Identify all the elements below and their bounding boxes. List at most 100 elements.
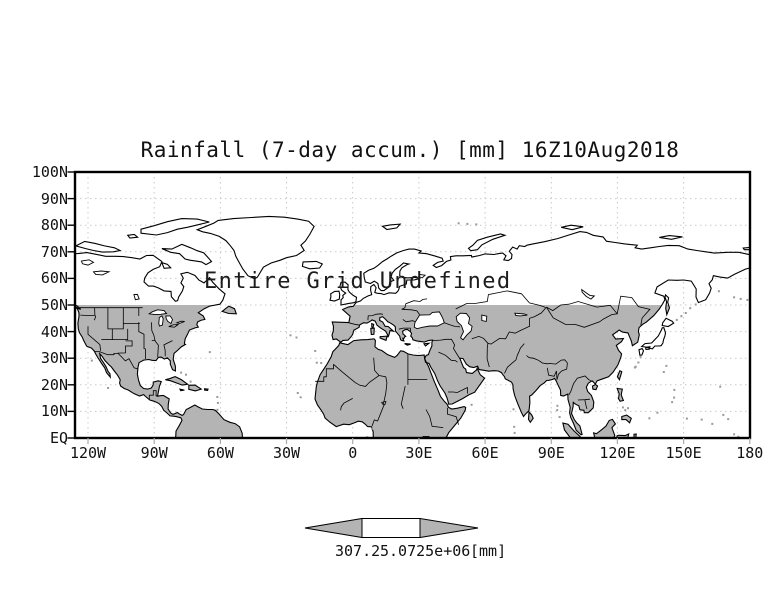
colorbar-right-arrow — [419, 517, 479, 539]
border-iran-afghan-pak — [486, 343, 490, 368]
coastline-iceland — [301, 260, 324, 270]
coastline-jamaica — [179, 388, 185, 392]
x-tick-label: 30E — [405, 444, 433, 462]
x-tick-label: 120W — [69, 444, 107, 462]
border-turkey-iraq-iran — [432, 338, 460, 359]
coastline-corsica — [371, 322, 375, 329]
lake-ladoga — [418, 273, 427, 279]
coastline-cuba — [165, 376, 190, 386]
coastline-layer — [75, 215, 750, 438]
border-us-states-plains — [138, 322, 146, 359]
coastline-puerto-rico — [203, 388, 209, 391]
coastline-north-america — [75, 252, 244, 438]
border-sudan-ethiopia — [425, 409, 444, 428]
coastline-ellesmere-islands — [140, 218, 210, 236]
border-italy-alps — [367, 313, 383, 321]
y-tick-label: 10N — [40, 402, 68, 421]
y-tick-label: EQ — [49, 429, 68, 447]
border-us-states-mountain — [107, 307, 124, 330]
lake-winnipeg — [133, 293, 140, 301]
border-us-states-south — [151, 340, 159, 358]
coastline-sicily — [379, 335, 388, 342]
x-tick-label: 60W — [206, 444, 234, 462]
coastline-svalbard — [381, 223, 402, 231]
border-bangladesh — [546, 367, 558, 380]
coastline-sakhalin — [664, 293, 671, 317]
great-bear-lake — [80, 259, 95, 266]
colorbar — [304, 517, 479, 539]
coastline-cyprus — [423, 342, 431, 347]
x-tick-label: 30W — [272, 444, 301, 462]
lake-erie — [168, 323, 179, 328]
y-tick-label: 80N — [40, 216, 68, 235]
border-us-states-west — [87, 326, 101, 351]
lake-michigan — [158, 315, 164, 327]
grid-undefined-message: Entire Grid Undefined — [204, 269, 512, 294]
lake-balkhash — [514, 312, 528, 317]
border-iran-turkmenistan — [471, 335, 489, 344]
plot-title: Rainfall (7-day accum.) [mm] 16Z10Aug201… — [140, 138, 680, 162]
border-saudi-north — [438, 351, 458, 363]
y-tick-label: 40N — [40, 322, 68, 341]
lake-huron — [165, 315, 174, 325]
coastline-borneo — [592, 418, 617, 438]
coastline-kyushu — [638, 347, 645, 356]
colorbar-unit-label: [mm] — [470, 542, 507, 560]
coastline-hispaniola — [188, 384, 203, 392]
world-map-plot — [67, 170, 752, 444]
coastline-mindanao — [621, 414, 632, 424]
y-tick-label: 50N — [40, 296, 68, 314]
coastline-sri-lanka — [527, 410, 534, 424]
y-axis-labels: 100N 90N 80N 70N 60N 50N 40N 30N 20N 10N EQ — [0, 0, 68, 612]
x-tick-label: 0 — [348, 444, 358, 462]
coastline-greenland — [195, 215, 315, 280]
y-tick-label: 30N — [40, 349, 68, 368]
border-india-china-nepal — [526, 355, 568, 365]
coastline-novaya-zemlya — [467, 233, 507, 252]
border-us-states-texas-nm — [117, 340, 133, 354]
coastline-luzon — [616, 387, 625, 402]
caspian-sea — [455, 312, 473, 341]
great-slave-lake — [92, 270, 111, 276]
y-tick-label: 60N — [40, 269, 68, 288]
border-russia-kazakhstan — [455, 290, 546, 310]
aral-sea — [481, 314, 488, 323]
coastline-new-siberian-islands — [659, 235, 683, 240]
border-caucasus — [444, 322, 460, 328]
x-tick-label: 60E — [471, 444, 499, 462]
coastline-ireland — [329, 290, 341, 302]
border-mexico-guatemala — [148, 390, 159, 400]
border-russia-china-amur — [616, 295, 651, 326]
x-tick-label: 90W — [140, 444, 168, 462]
coastline-hainan — [591, 383, 599, 391]
border-cambodia-vietnam — [584, 399, 588, 410]
coastline-eurasia — [331, 231, 750, 436]
border-west-sahara-mauritania — [315, 364, 334, 382]
lake-baikal — [581, 288, 596, 300]
y-tick-label: 100N — [31, 163, 68, 181]
black-sea — [413, 311, 445, 330]
lake-superior — [148, 309, 168, 316]
colorbar-left-value: 307.2 — [335, 542, 381, 560]
border-greece-north — [398, 327, 412, 332]
coastline-sulawesi-north — [616, 433, 630, 438]
border-ethiopia-somalia — [446, 407, 459, 425]
coastline-newfoundland — [220, 305, 238, 315]
country-borders — [75, 290, 651, 428]
coastline-shikoku — [645, 346, 651, 350]
x-tick-label: 120E — [599, 444, 636, 462]
border-india-burma — [556, 362, 568, 380]
border-mali-algeria — [333, 363, 386, 387]
coastline-melville-island — [126, 233, 139, 239]
small-islands-dots — [90, 222, 749, 438]
lake-ontario — [175, 320, 185, 324]
border-us-states-colorado — [111, 328, 129, 340]
x-tick-label: 150E — [665, 444, 702, 462]
border-romania-bulgaria — [402, 319, 416, 323]
border-us-states-mississippi — [151, 322, 156, 341]
border-saudi-yemen-oman — [448, 386, 468, 394]
coastline-victoria-banks-islands — [75, 240, 122, 253]
x-tick-label: 180 — [736, 444, 764, 462]
plot-frame — [67, 170, 752, 444]
colorbar-right-value: 5.0725e+06 — [380, 542, 471, 560]
